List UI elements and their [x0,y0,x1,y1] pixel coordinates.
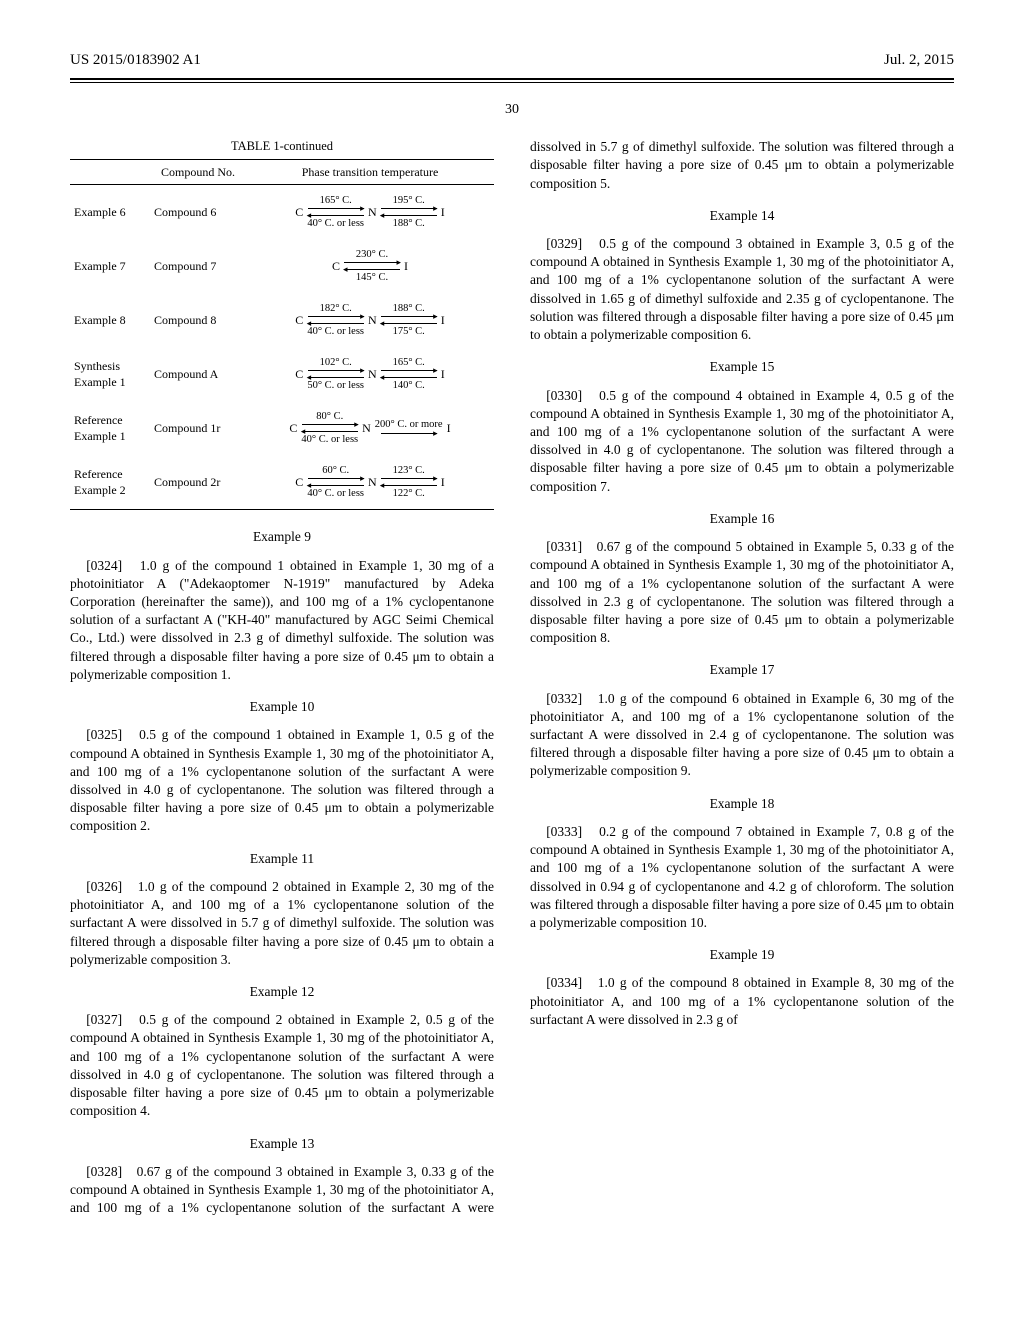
example-paragraph: [0327] 0.5 g of the compound 2 obtained … [70,1011,494,1120]
example-paragraph: [0324] 1.0 g of the compound 1 obtained … [70,557,494,685]
example-title: Example 18 [530,795,954,813]
paragraph-number: [0333] [546,824,582,839]
row-diagram: C80° C.▸◂40° C. or lessN200° C. or more▸… [246,401,494,455]
paragraph-number: [0326] [86,879,122,894]
table-row: Reference Example 2 Compound 2r C60° C.▸… [70,455,494,510]
example-paragraph: [0326] 1.0 g of the compound 2 obtained … [70,878,494,969]
table-title: TABLE 1-continued [70,138,494,155]
example-title: Example 14 [530,207,954,225]
row-compound: Compound A [150,347,246,401]
col-blank [70,160,150,185]
page-number: 30 [70,101,954,120]
paragraph-number: [0327] [86,1012,122,1027]
example-title: Example 9 [70,528,494,546]
example-title: Example 13 [70,1135,494,1153]
paragraph-number: [0325] [86,727,122,742]
example-title: Example 19 [530,946,954,964]
row-label: Reference Example 2 [70,455,150,510]
two-column-layout: TABLE 1-continued Compound No. Phase tra… [70,138,954,1218]
paragraph-number: [0328] [86,1164,122,1179]
example-paragraph: [0332] 1.0 g of the compound 6 obtained … [530,690,954,781]
row-label: Synthesis Example 1 [70,347,150,401]
example-title: Example 12 [70,983,494,1001]
example-paragraph: [0329] 0.5 g of the compound 3 obtained … [530,235,954,344]
row-label: Example 8 [70,293,150,347]
row-label: Example 7 [70,239,150,293]
row-compound: Compound 7 [150,239,246,293]
patent-date: Jul. 2, 2015 [884,50,954,70]
paragraph-number: [0330] [546,388,582,403]
page-header: US 2015/0183902 A1 Jul. 2, 2015 [70,50,954,70]
row-diagram: C165° C.▸◂40° C. or lessN195° C.▸◂188° C… [246,185,494,240]
row-compound: Compound 6 [150,185,246,240]
row-compound: Compound 1r [150,401,246,455]
paragraph-number: [0329] [546,236,582,251]
paragraph-number: [0331] [546,539,582,554]
paragraph-number: [0334] [546,975,582,990]
table-row: Example 7 Compound 7 C230° C.▸◂145° C.I [70,239,494,293]
row-compound: Compound 2r [150,455,246,510]
header-rule-thin [70,82,954,83]
example-paragraph: [0334] 1.0 g of the compound 8 obtained … [530,974,954,1029]
row-diagram: C230° C.▸◂145° C.I [246,239,494,293]
header-rule-thick [70,78,954,80]
table-row: Synthesis Example 1 Compound A C102° C.▸… [70,347,494,401]
example-paragraph: [0333] 0.2 g of the compound 7 obtained … [530,823,954,932]
col-compound: Compound No. [150,160,246,185]
phase-transition-table: Compound No. Phase transition temperatur… [70,159,494,510]
col-phase: Phase transition temperature [246,160,494,185]
row-diagram: C60° C.▸◂40° C. or lessN123° C.▸◂122° C.… [246,455,494,510]
example-paragraph: [0331] 0.67 g of the compound 5 obtained… [530,538,954,647]
example-paragraph: [0330] 0.5 g of the compound 4 obtained … [530,387,954,496]
row-label: Example 6 [70,185,150,240]
paragraph-number: [0332] [546,691,582,706]
row-compound: Compound 8 [150,293,246,347]
table-row: Reference Example 1 Compound 1r C80° C.▸… [70,401,494,455]
paragraph-number: [0324] [86,558,122,573]
example-title: Example 16 [530,510,954,528]
example-title: Example 11 [70,850,494,868]
table-1-continued: TABLE 1-continued Compound No. Phase tra… [70,138,494,510]
example-title: Example 15 [530,358,954,376]
example-title: Example 10 [70,698,494,716]
row-diagram: C102° C.▸◂50° C. or lessN165° C.▸◂140° C… [246,347,494,401]
example-title: Example 17 [530,661,954,679]
table-row: Example 8 Compound 8 C182° C.▸◂40° C. or… [70,293,494,347]
patent-number: US 2015/0183902 A1 [70,50,201,70]
example-paragraph: [0325] 0.5 g of the compound 1 obtained … [70,726,494,835]
row-label: Reference Example 1 [70,401,150,455]
table-row: Example 6 Compound 6 C165° C.▸◂40° C. or… [70,185,494,240]
row-diagram: C182° C.▸◂40° C. or lessN188° C.▸◂175° C… [246,293,494,347]
